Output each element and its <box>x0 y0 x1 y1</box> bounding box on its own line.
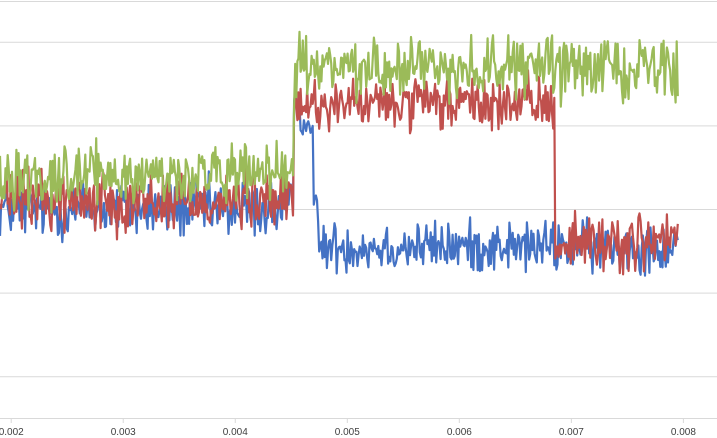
x-tick-label-0: 0.002 <box>0 427 24 438</box>
series-lines <box>0 30 679 277</box>
series-line-2 <box>0 30 679 214</box>
x-tick-label-2: 0.004 <box>223 427 248 438</box>
series-line-1 <box>0 69 679 276</box>
x-tick-label-1: 0.003 <box>111 427 136 438</box>
x-tick-label-4: 0.006 <box>447 427 472 438</box>
x-tick-label-3: 0.005 <box>335 427 360 438</box>
x-tick-label-5: 0.007 <box>559 427 584 438</box>
x-tick-label-6: 0.008 <box>671 427 696 438</box>
x-axis <box>0 418 717 423</box>
x-tick-labels: 0.002 0.003 0.004 0.005 0.006 0.007 0.008 <box>0 427 696 438</box>
